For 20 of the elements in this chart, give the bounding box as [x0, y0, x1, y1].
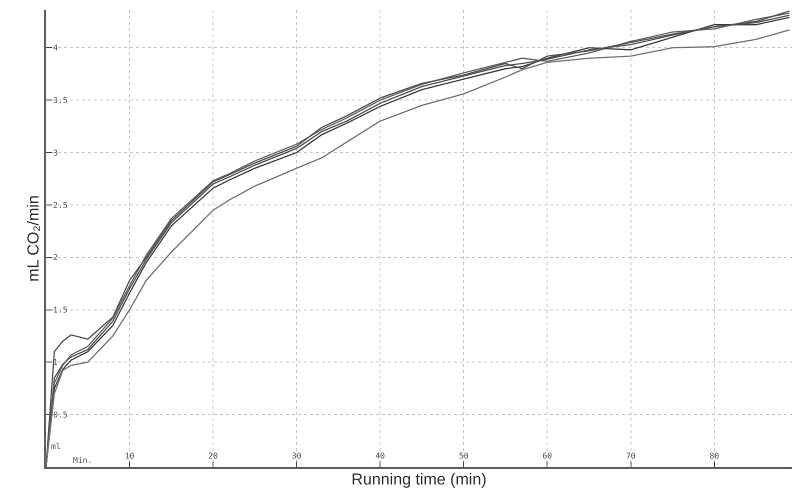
annotation: Min.	[73, 456, 92, 465]
x-tick-label: 50	[458, 451, 469, 460]
x-tick-label: 60	[542, 451, 552, 460]
annotation: ml	[51, 442, 61, 451]
x-tick-label: 80	[709, 451, 720, 460]
x-tick-label: 30	[292, 451, 302, 460]
x-tick-label: 10	[124, 451, 135, 460]
x-tick-label: 70	[626, 451, 636, 460]
y-tick-label: 1	[53, 358, 58, 367]
x-tick-label: 40	[375, 451, 386, 460]
y-tick-label: 1.5	[53, 306, 68, 315]
y-tick-label: 2.5	[53, 200, 68, 210]
x-tick-label: 20	[208, 451, 218, 460]
x-axis-title: Running time (min)	[351, 471, 487, 488]
y-tick-label: 2	[53, 253, 58, 262]
y-tick-label: 4	[53, 44, 58, 53]
y-tick-label: 0.5	[53, 410, 68, 420]
y-tick-label: 3	[53, 148, 58, 158]
y-axis-title: mL CO₂/min	[26, 195, 43, 282]
y-tick-label: 3.5	[53, 96, 68, 105]
